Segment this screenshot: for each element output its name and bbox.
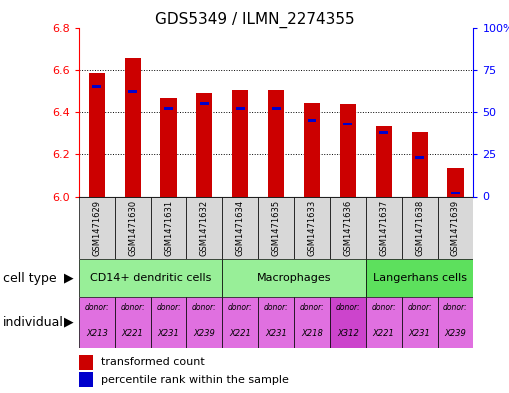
- Bar: [451, 192, 460, 195]
- Bar: [89, 73, 105, 196]
- Bar: [340, 104, 356, 196]
- Text: cell type: cell type: [3, 272, 56, 285]
- Text: GSM1471639: GSM1471639: [451, 200, 460, 256]
- Bar: [268, 90, 284, 196]
- Bar: [376, 126, 392, 196]
- Bar: [232, 90, 248, 196]
- Text: donor:: donor:: [120, 303, 145, 312]
- Bar: [128, 90, 137, 93]
- Bar: [164, 107, 173, 110]
- Text: X221: X221: [122, 329, 144, 338]
- Bar: [304, 103, 320, 196]
- Text: GSM1471629: GSM1471629: [92, 200, 101, 256]
- Bar: [151, 297, 186, 348]
- Bar: [186, 196, 222, 259]
- Text: X312: X312: [337, 329, 359, 338]
- Bar: [294, 297, 330, 348]
- Bar: [258, 297, 294, 348]
- Bar: [307, 119, 317, 122]
- Text: X213: X213: [86, 329, 108, 338]
- Text: GSM1471636: GSM1471636: [344, 200, 352, 256]
- Text: X231: X231: [409, 329, 431, 338]
- Text: transformed count: transformed count: [101, 357, 204, 367]
- Text: Langerhans cells: Langerhans cells: [373, 273, 467, 283]
- Text: GSM1471634: GSM1471634: [236, 200, 245, 256]
- Text: X221: X221: [230, 329, 251, 338]
- Text: ▶: ▶: [64, 272, 74, 285]
- Bar: [402, 297, 438, 348]
- Text: GSM1471633: GSM1471633: [307, 200, 317, 256]
- Bar: [79, 259, 222, 297]
- Bar: [411, 132, 428, 196]
- Text: X239: X239: [444, 329, 466, 338]
- Text: GSM1471632: GSM1471632: [200, 200, 209, 256]
- Bar: [186, 297, 222, 348]
- Text: donor:: donor:: [300, 303, 324, 312]
- Bar: [151, 196, 186, 259]
- Bar: [330, 297, 366, 348]
- Bar: [222, 297, 258, 348]
- Text: GSM1471635: GSM1471635: [272, 200, 280, 256]
- Text: GSM1471638: GSM1471638: [415, 200, 424, 256]
- Bar: [438, 196, 473, 259]
- Bar: [200, 102, 209, 105]
- Bar: [79, 355, 93, 370]
- Text: X221: X221: [373, 329, 394, 338]
- Bar: [344, 123, 352, 125]
- Bar: [222, 259, 366, 297]
- Bar: [115, 196, 151, 259]
- Text: percentile rank within the sample: percentile rank within the sample: [101, 375, 289, 385]
- Bar: [330, 196, 366, 259]
- Text: donor:: donor:: [264, 303, 289, 312]
- Text: donor:: donor:: [335, 303, 360, 312]
- Bar: [79, 297, 115, 348]
- Text: donor:: donor:: [84, 303, 109, 312]
- Text: donor:: donor:: [228, 303, 252, 312]
- Bar: [115, 297, 151, 348]
- Bar: [79, 372, 93, 387]
- Text: ▶: ▶: [64, 316, 74, 329]
- Bar: [222, 196, 258, 259]
- Text: donor:: donor:: [372, 303, 396, 312]
- Text: individual: individual: [3, 316, 64, 329]
- Bar: [258, 196, 294, 259]
- Text: GDS5349 / ILMN_2274355: GDS5349 / ILMN_2274355: [155, 12, 354, 28]
- Bar: [366, 297, 402, 348]
- Text: CD14+ dendritic cells: CD14+ dendritic cells: [90, 273, 211, 283]
- Bar: [125, 58, 141, 196]
- Text: donor:: donor:: [443, 303, 468, 312]
- Bar: [294, 196, 330, 259]
- Text: GSM1471631: GSM1471631: [164, 200, 173, 256]
- Text: X239: X239: [193, 329, 215, 338]
- Bar: [447, 168, 464, 196]
- Bar: [402, 196, 438, 259]
- Bar: [366, 259, 473, 297]
- Text: GSM1471637: GSM1471637: [379, 200, 388, 256]
- Text: X218: X218: [301, 329, 323, 338]
- Text: X231: X231: [265, 329, 287, 338]
- Text: Macrophages: Macrophages: [257, 273, 331, 283]
- Bar: [93, 85, 101, 88]
- Bar: [236, 107, 245, 110]
- Text: donor:: donor:: [192, 303, 217, 312]
- Bar: [79, 196, 115, 259]
- Text: donor:: donor:: [407, 303, 432, 312]
- Bar: [366, 196, 402, 259]
- Bar: [379, 131, 388, 134]
- Text: donor:: donor:: [156, 303, 181, 312]
- Text: GSM1471630: GSM1471630: [128, 200, 137, 256]
- Bar: [272, 107, 280, 110]
- Bar: [160, 97, 177, 196]
- Bar: [196, 94, 212, 196]
- Bar: [415, 156, 424, 159]
- Bar: [438, 297, 473, 348]
- Text: X231: X231: [158, 329, 180, 338]
